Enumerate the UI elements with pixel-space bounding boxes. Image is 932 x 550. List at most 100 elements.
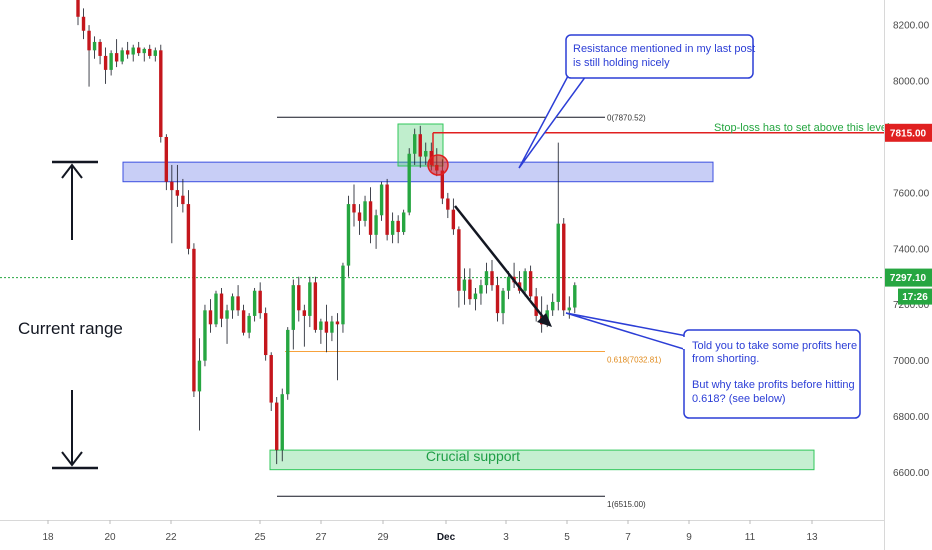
candle-body — [131, 47, 135, 55]
resistance-zone — [122, 161, 714, 183]
time-tick-label: Dec — [437, 532, 456, 543]
candle — [484, 262, 489, 294]
candle-body — [390, 220, 395, 235]
stop-loss-annotation: Stop-loss has to set above this level — [714, 122, 889, 134]
candle — [385, 178, 389, 241]
trend-arrow — [454, 205, 548, 323]
candle — [534, 287, 538, 322]
candle — [335, 313, 340, 381]
candle-body — [181, 195, 185, 205]
candle — [186, 190, 191, 255]
candle — [374, 209, 378, 249]
time-axis[interactable]: 18 20 22 25 27 29 Dec 3 5 7 9 11 13 — [42, 520, 818, 543]
candle — [523, 268, 527, 297]
time-tick-label: 29 — [377, 532, 389, 543]
candle-body — [490, 271, 494, 286]
candle — [164, 134, 169, 191]
candle — [98, 39, 102, 65]
candle-body — [562, 223, 566, 311]
candle — [291, 279, 295, 350]
candle — [120, 47, 124, 65]
candle-body — [291, 285, 295, 330]
candle-body — [424, 150, 428, 157]
fib-0-label: 0(7870.52) — [607, 113, 646, 122]
candle — [175, 164, 180, 207]
time-tick-label: 7 — [625, 532, 631, 543]
candle-body — [103, 55, 108, 70]
candle-body — [76, 0, 80, 17]
time-tick-label: 25 — [254, 532, 266, 543]
candle-body — [286, 329, 290, 395]
candle — [528, 265, 533, 300]
candle-body — [302, 310, 307, 316]
candle-body — [280, 394, 284, 451]
candle — [352, 184, 356, 227]
support-zone — [269, 449, 815, 471]
candle-body — [258, 290, 262, 314]
profits-callout: Told you to take some profits here from … — [565, 312, 861, 419]
candle-body — [407, 153, 411, 213]
candle — [379, 181, 384, 221]
resistance-callout-box — [565, 34, 754, 79]
candle-body — [473, 293, 478, 300]
candle — [87, 25, 91, 87]
candle — [407, 148, 411, 216]
candle-body — [297, 285, 301, 311]
candle-body — [137, 47, 141, 54]
candle-body — [263, 313, 268, 356]
time-tick-label: 3 — [503, 532, 509, 543]
candle-body — [330, 321, 334, 333]
candle — [252, 287, 257, 322]
candle — [241, 304, 246, 336]
candle — [573, 282, 577, 314]
candle — [148, 44, 152, 59]
stop-loss-badge-bg — [885, 123, 932, 142]
candle — [125, 41, 130, 59]
candle — [457, 226, 461, 308]
candle-body — [142, 48, 146, 54]
candle-body — [374, 215, 378, 235]
candle — [308, 276, 312, 328]
candle — [275, 396, 279, 465]
candle-body — [319, 321, 323, 330]
candle — [324, 304, 329, 353]
candle — [319, 318, 323, 344]
candle-body — [484, 271, 489, 286]
candle — [192, 243, 196, 397]
time-tick-label: 20 — [104, 532, 116, 543]
candle-body — [208, 310, 213, 325]
candle — [81, 8, 86, 40]
resistance-callout-line-1: Resistance mentioned in my last post — [573, 43, 755, 55]
candle-body — [451, 209, 456, 230]
candle-body — [501, 290, 505, 314]
price-tick-label: 7000.00 — [893, 356, 930, 367]
price-axis[interactable]: 8200.008000.007800.007600.007400.007200.… — [893, 21, 930, 479]
candle — [451, 198, 456, 235]
candle-body — [109, 53, 113, 70]
candle-body — [241, 310, 246, 333]
crucial-support-label: Crucial support — [426, 448, 520, 464]
candle — [181, 178, 185, 213]
candle-body — [352, 204, 356, 213]
candle — [76, 0, 80, 26]
candle — [424, 142, 428, 165]
candle-body — [506, 276, 511, 291]
fib-1-label: 1(6515.00) — [607, 500, 646, 509]
candle — [225, 304, 229, 344]
candle — [170, 164, 174, 244]
price-tick-label: 7400.00 — [893, 244, 930, 255]
candle — [131, 44, 135, 62]
candle — [159, 44, 163, 143]
candle-body — [357, 212, 362, 221]
time-tick-label: 9 — [686, 532, 692, 543]
profits-callout-line-1: Told you to take some profits here — [692, 340, 857, 352]
candle — [286, 327, 290, 400]
candle-body — [341, 265, 345, 325]
candle-body — [379, 184, 384, 216]
candle-body — [313, 282, 318, 330]
profits-callout-line-2: from shorting. — [692, 353, 759, 365]
rejection-circle — [427, 154, 449, 176]
candle-body — [247, 315, 251, 333]
